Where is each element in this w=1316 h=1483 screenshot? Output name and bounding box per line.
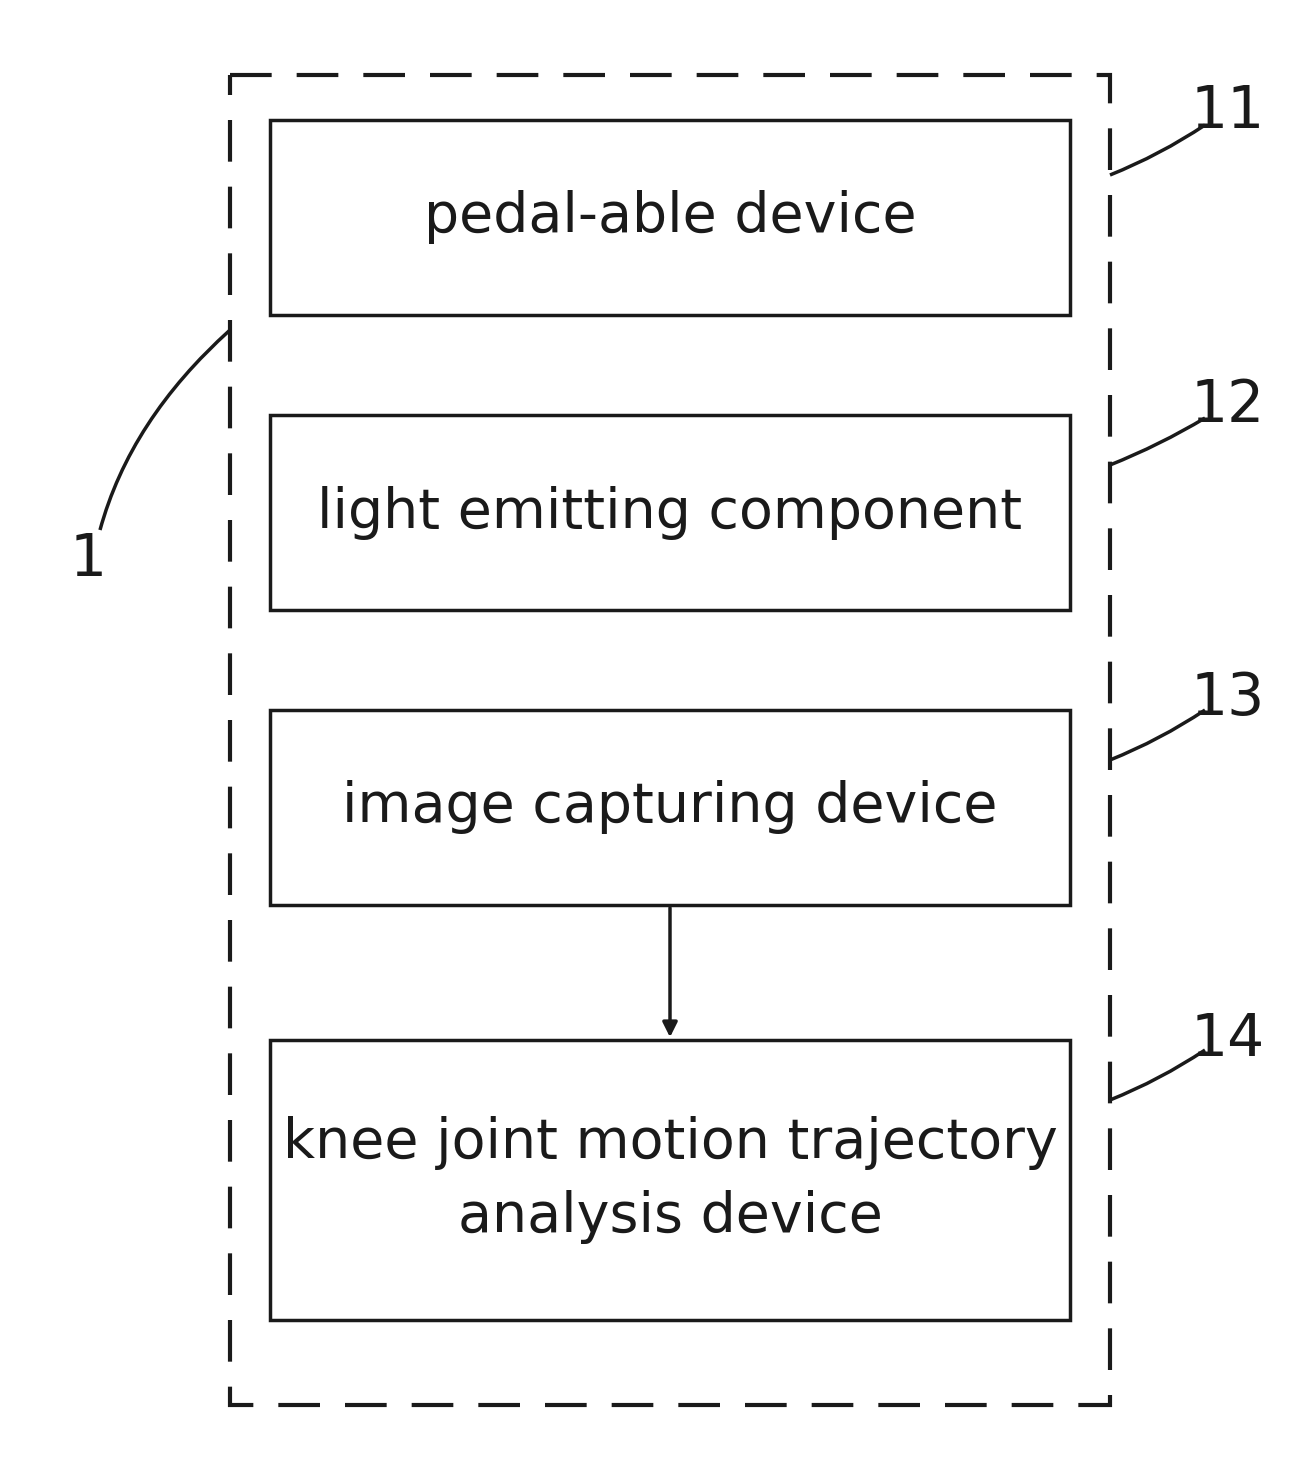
Bar — [270, 120, 1070, 314]
Text: pedal-able device: pedal-able device — [424, 190, 916, 245]
Text: 12: 12 — [1191, 377, 1265, 433]
Text: knee joint motion trajectory
analysis device: knee joint motion trajectory analysis de… — [283, 1115, 1058, 1244]
Bar — [270, 1040, 1070, 1320]
Text: light emitting component: light emitting component — [317, 485, 1023, 540]
Text: 13: 13 — [1191, 669, 1265, 727]
Text: 11: 11 — [1191, 83, 1265, 141]
Bar — [270, 415, 1070, 610]
Bar — [270, 710, 1070, 905]
Text: 14: 14 — [1191, 1011, 1265, 1068]
Text: image capturing device: image capturing device — [342, 780, 998, 835]
Bar — [230, 76, 1109, 1404]
Text: 1: 1 — [70, 531, 107, 589]
